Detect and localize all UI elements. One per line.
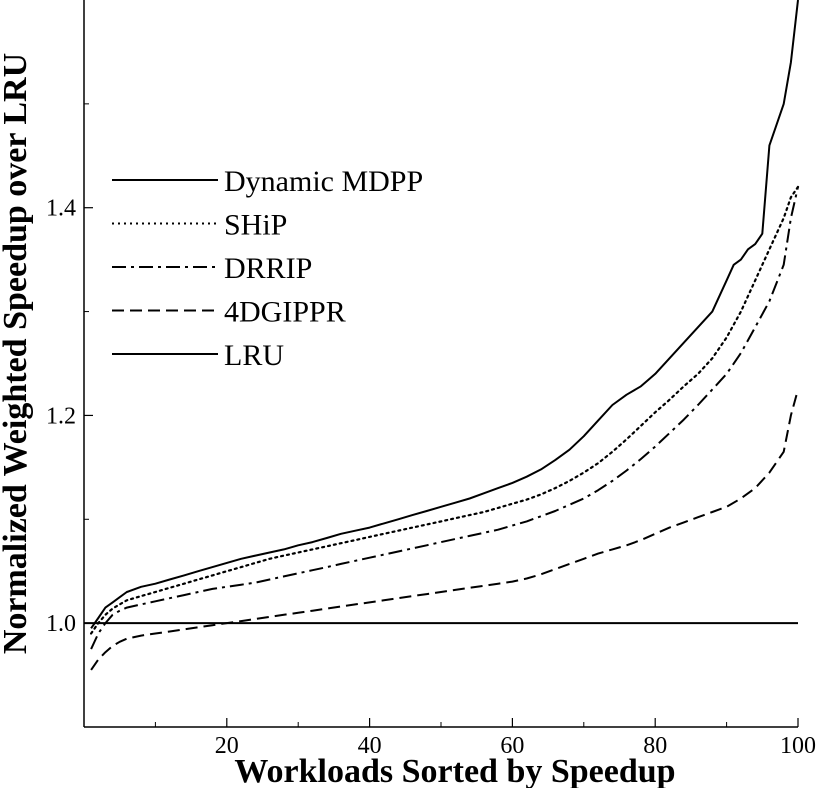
x-tick-label: 80: [643, 733, 667, 759]
y-axis-title: Normalized Weighted Speedup over LRU: [0, 53, 34, 654]
legend: Dynamic MDPP SHiP DRRIP 4DGIPPR LRU: [112, 165, 423, 372]
legend-label: DRRIP: [224, 252, 312, 285]
series-line-dynamic-mdpp: [90, 0, 799, 629]
y-tick-label: 1.0: [46, 611, 76, 637]
x-tick-label: 100: [780, 733, 816, 759]
axis-ticks: 20 40 60 80 100 1.0 1.2 1.4: [46, 103, 816, 759]
series-lines: [84, 0, 800, 671]
series-line-ship: [90, 185, 800, 635]
x-tick-label: 20: [215, 733, 239, 759]
plot-area: 20 40 60 80 100 1.0 1.2 1.4: [46, 0, 816, 759]
legend-label: SHiP: [224, 209, 287, 242]
x-tick-label: 40: [358, 733, 382, 759]
legend-label: LRU: [224, 339, 284, 372]
y-tick-label: 1.4: [46, 196, 76, 222]
legend-label: Dynamic MDPP: [224, 165, 423, 198]
y-tick-label: 1.2: [46, 403, 76, 429]
series-line-4dgippr: [90, 389, 799, 671]
x-axis-title: Workloads Sorted by Speedup: [234, 753, 675, 788]
series-line-drrip: [90, 186, 799, 650]
legend-label: 4DGIPPR: [224, 296, 346, 329]
x-tick-label: 60: [500, 733, 524, 759]
